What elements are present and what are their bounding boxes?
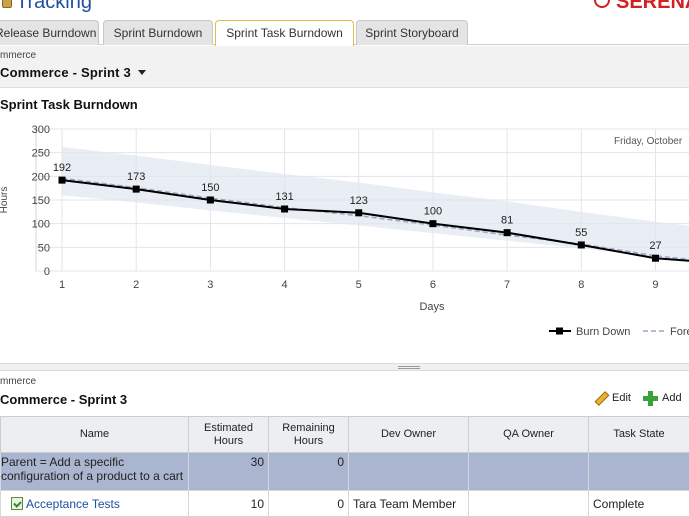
- burn-down-point[interactable]: [652, 255, 659, 262]
- column-header-remaining-hours[interactable]: Remaining Hours: [269, 417, 349, 453]
- column-header-dev-owner[interactable]: Dev Owner: [349, 417, 469, 453]
- legend-label-burn-down: Burn Down: [576, 326, 630, 338]
- data-label: 100: [424, 206, 442, 218]
- task-table: Name Estimated Hours Remaining Hours Dev…: [0, 416, 689, 517]
- cell-dev-owner: [349, 453, 469, 491]
- cell-name: Acceptance Tests: [1, 491, 189, 517]
- task-checklist-icon: [11, 497, 23, 510]
- chart-title: Sprint Task Burndown: [0, 97, 138, 112]
- breadcrumb: mmerce: [0, 376, 36, 387]
- sprint-selector-panel: mmerce Commerce - Sprint 3: [0, 46, 689, 88]
- column-header-estimated-hours[interactable]: Estimated Hours: [189, 417, 269, 453]
- app-title: Tracking: [16, 0, 92, 13]
- legend-label-forecast: Forecast: [670, 326, 689, 338]
- cell-state: Complete: [589, 491, 689, 517]
- burn-down-point[interactable]: [207, 197, 214, 204]
- cell-estimated: 30: [189, 453, 269, 491]
- cell-remaining: 0: [269, 453, 349, 491]
- tab-sprint-task-burndown[interactable]: Sprint Task Burndown: [215, 20, 354, 46]
- data-label: 150: [201, 182, 219, 194]
- app-header: Tracking SERENA: [0, 0, 689, 14]
- brand-logo: SERENA: [616, 0, 689, 13]
- add-button-label: Add: [662, 392, 682, 404]
- chart-date-label: Friday, October: [614, 136, 683, 147]
- y-axis-title: Hours: [0, 187, 10, 214]
- column-header-qa-owner[interactable]: QA Owner: [469, 417, 589, 453]
- edit-button-label: Edit: [612, 392, 631, 404]
- x-tick-label: 4: [281, 279, 287, 291]
- panel-splitter[interactable]: [0, 363, 689, 371]
- data-label: 55: [575, 227, 587, 239]
- tab-release-burndown[interactable]: Release Burndown: [0, 20, 99, 45]
- table-header-row: Name Estimated Hours Remaining Hours Dev…: [1, 417, 689, 453]
- cell-name: Parent = Add a specific configuration of…: [1, 453, 189, 491]
- table-row[interactable]: Acceptance Tests 10 0 Tara Team Member C…: [1, 491, 689, 517]
- pencil-icon: [594, 391, 608, 405]
- burn-down-point[interactable]: [355, 209, 362, 216]
- tab-sprint-storyboard[interactable]: Sprint Storyboard: [356, 20, 468, 45]
- cell-state: [589, 453, 689, 491]
- data-label: 173: [127, 171, 145, 183]
- task-link[interactable]: Acceptance Tests: [26, 497, 120, 511]
- x-tick-label: 1: [59, 279, 65, 291]
- x-tick-label: 5: [356, 279, 362, 291]
- data-label: 81: [501, 215, 513, 227]
- burn-down-point[interactable]: [133, 186, 140, 193]
- sprint-selector[interactable]: Commerce - Sprint 3: [0, 65, 146, 80]
- burn-down-point[interactable]: [578, 241, 585, 248]
- sprint-selector-label: Commerce - Sprint 3: [0, 65, 131, 80]
- data-label: 27: [649, 240, 661, 252]
- task-panel-header: mmerce Commerce - Sprint 3 Edit Add: [0, 372, 689, 416]
- edit-button[interactable]: Edit: [594, 390, 631, 406]
- cell-dev-owner: Tara Team Member: [349, 491, 469, 517]
- cell-qa-owner: [469, 491, 589, 517]
- tab-bar: Release Burndown Sprint Burndown Sprint …: [0, 20, 689, 45]
- cell-qa-owner: [469, 453, 589, 491]
- y-tick-label: 100: [32, 219, 50, 231]
- cell-remaining: 0: [269, 491, 349, 517]
- tracking-icon: [2, 0, 12, 8]
- burn-down-point[interactable]: [429, 220, 436, 227]
- x-tick-label: 9: [652, 279, 658, 291]
- x-tick-label: 2: [133, 279, 139, 291]
- tab-sprint-burndown[interactable]: Sprint Burndown: [103, 20, 213, 45]
- chevron-down-icon[interactable]: [138, 70, 146, 75]
- data-label: 123: [350, 195, 368, 207]
- y-tick-label: 200: [32, 171, 50, 183]
- y-tick-label: 50: [38, 242, 50, 254]
- x-axis-title: Days: [419, 301, 445, 313]
- data-label: 131: [275, 191, 293, 203]
- splitter-grip-icon[interactable]: [398, 366, 420, 369]
- breadcrumb: mmerce: [0, 50, 36, 61]
- column-header-name[interactable]: Name: [1, 417, 189, 453]
- serena-logo-icon: [594, 0, 610, 8]
- y-tick-label: 150: [32, 195, 50, 207]
- sprint-title: Commerce - Sprint 3: [0, 392, 127, 407]
- burn-down-point[interactable]: [504, 229, 511, 236]
- x-tick-label: 6: [430, 279, 436, 291]
- y-tick-label: 0: [44, 266, 50, 278]
- column-header-task-state[interactable]: Task State: [589, 417, 689, 453]
- x-tick-label: 8: [578, 279, 584, 291]
- burn-down-point[interactable]: [281, 205, 288, 212]
- y-tick-label: 300: [32, 124, 50, 136]
- plus-icon: [643, 391, 658, 406]
- burn-down-point[interactable]: [59, 177, 66, 184]
- table-row[interactable]: Parent = Add a specific configuration of…: [1, 453, 689, 491]
- y-tick-label: 250: [32, 148, 50, 160]
- data-label: 192: [53, 162, 71, 174]
- add-button[interactable]: Add: [643, 390, 682, 406]
- legend-marker-burn-down: [556, 328, 563, 335]
- x-tick-label: 3: [207, 279, 213, 291]
- cell-estimated: 10: [189, 491, 269, 517]
- x-tick-label: 7: [504, 279, 510, 291]
